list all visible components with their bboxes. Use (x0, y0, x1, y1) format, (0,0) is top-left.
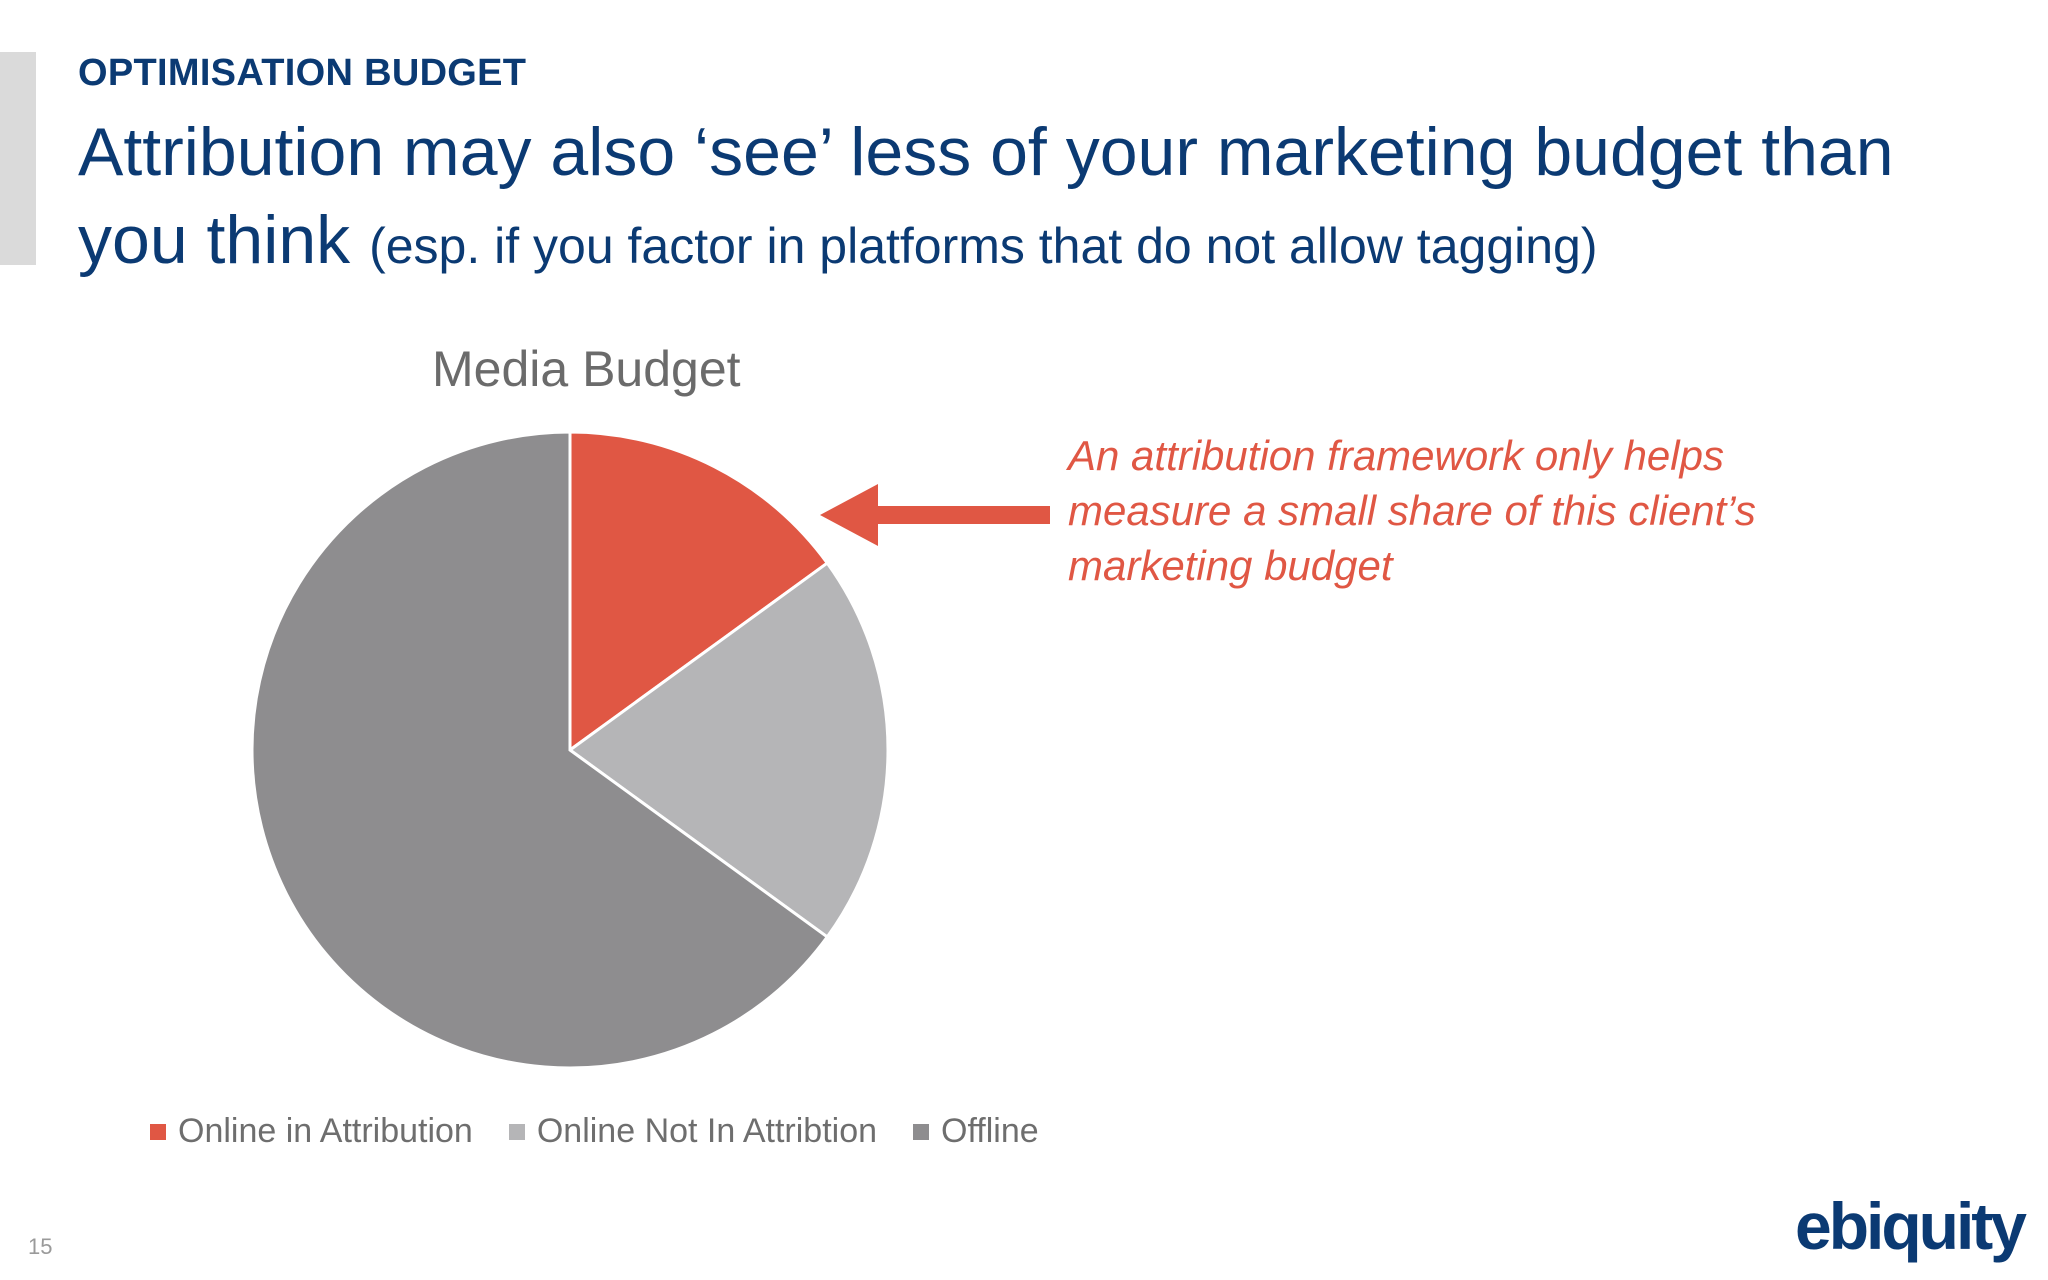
headline-line-2-main: you think (78, 202, 351, 278)
legend-swatch (150, 1123, 166, 1140)
legend-item-offline: Offline (913, 1112, 1039, 1151)
legend-swatch (508, 1123, 525, 1140)
pie-chart (250, 430, 890, 1070)
headline-line-2-note: (esp. if you factor in platforms that do… (369, 218, 1598, 274)
pie-slice-online-in-attribution (568, 430, 830, 753)
legend-item-online-in-attribution: Online in Attribution (150, 1112, 473, 1151)
side-accent-bar (0, 52, 36, 265)
callout-text: An attribution framework only helps meas… (1068, 432, 1756, 589)
legend-label: Offline (941, 1112, 1039, 1150)
callout-arrow-icon (820, 484, 1050, 546)
page-number: 15 (28, 1234, 53, 1259)
section-kicker: OPTIMISATION BUDGET (78, 52, 527, 94)
headline-line-2: you think (esp. if you factor in platfor… (78, 202, 1598, 278)
legend-label: Online Not In Attribtion (536, 1112, 878, 1150)
legend-item-online-not-in-attribution: Online Not In Attribtion (508, 1112, 878, 1151)
legend-label: Online in Attribution (178, 1112, 473, 1150)
legend-swatch (913, 1123, 930, 1140)
pie-slice-offline (250, 430, 830, 1070)
chart-legend: Online in Attribution Online Not In Attr… (150, 1112, 1039, 1151)
ebiquity-logo: ebiquity (1794, 1189, 2027, 1263)
pie-slice-online-not-in-attribtion (567, 560, 890, 940)
chart-title: Media Budget (432, 341, 741, 397)
slide-headline: Attribution may also ‘see’ less of your … (78, 108, 1978, 303)
headline-line-1: Attribution may also ‘see’ less of your … (78, 114, 1894, 190)
